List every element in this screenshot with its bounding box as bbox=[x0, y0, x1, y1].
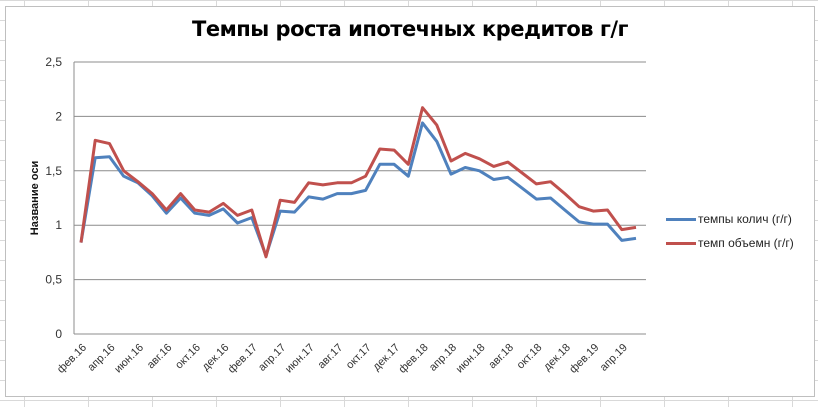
x-tick-label: фев.18 bbox=[396, 342, 430, 376]
series-line-kolich[interactable] bbox=[79, 121, 637, 258]
x-tick-label: авг.17 bbox=[316, 342, 346, 372]
x-tick-label: июн.18 bbox=[454, 342, 488, 376]
x-tick-label: апр.16 bbox=[85, 342, 117, 374]
x-tick-label: фев.17 bbox=[226, 342, 260, 376]
x-tick-label: фев.19 bbox=[567, 342, 601, 376]
x-tick-label: окт.16 bbox=[173, 342, 203, 372]
legend-swatch-blue bbox=[666, 217, 696, 221]
chart-area[interactable]: Темпы роста ипотечных кредитов г/г 0 0,5 1… bbox=[5, 6, 815, 397]
x-tick-label: фев.16 bbox=[55, 342, 89, 376]
legend-label: темпы колич (г/г) bbox=[698, 212, 792, 226]
x-tick-label: июн.16 bbox=[112, 342, 146, 376]
x-tick-label: окт.18 bbox=[515, 342, 545, 372]
y-tick-label: 1 bbox=[55, 218, 62, 232]
x-tick-label: апр.18 bbox=[427, 342, 459, 374]
y-tick-label: 2 bbox=[55, 109, 62, 123]
x-tick-label: окт.17 bbox=[344, 342, 374, 372]
legend-item: темп объемн (г/г) bbox=[666, 231, 794, 255]
x-tick-label: авг.18 bbox=[486, 342, 516, 372]
legend-swatch-red bbox=[666, 241, 696, 245]
legend-label: темп объемн (г/г) bbox=[698, 236, 794, 250]
y-tick-label: 2,5 bbox=[45, 55, 62, 69]
x-tick-label: апр.17 bbox=[256, 342, 288, 374]
x-tick-label: июн.17 bbox=[283, 342, 317, 376]
chart-title: Темпы роста ипотечных кредитов г/г bbox=[192, 17, 628, 41]
x-tick-label: авг.16 bbox=[145, 342, 175, 372]
legend: темпы колич (г/г) темп объемн (г/г) bbox=[666, 207, 794, 255]
y-axis-title: Название оси bbox=[29, 161, 41, 235]
y-tick-label: 1,5 bbox=[45, 164, 62, 178]
legend-item: темпы колич (г/г) bbox=[666, 207, 794, 231]
y-tick-label: 0,5 bbox=[45, 273, 62, 287]
series-line-obyemn[interactable] bbox=[79, 106, 637, 259]
x-tick-label: апр.19 bbox=[598, 342, 630, 374]
y-tick-label: 0 bbox=[55, 327, 62, 341]
